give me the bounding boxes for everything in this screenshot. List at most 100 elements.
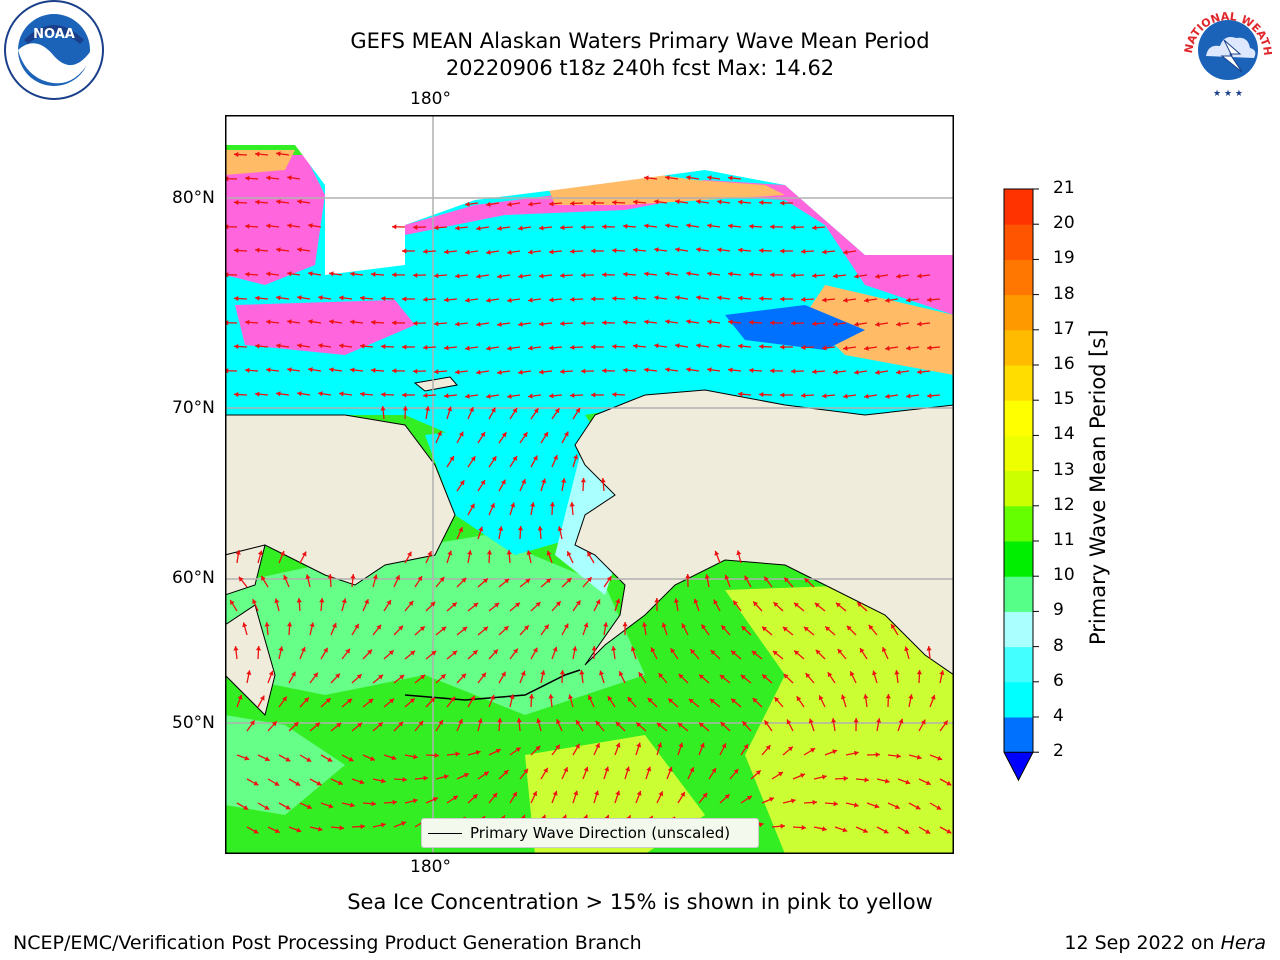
- wave-direction-arrowhead: [563, 767, 569, 773]
- wave-direction-arrowhead: [805, 673, 811, 679]
- wave-direction-arrowhead: [259, 695, 265, 701]
- wave-direction-arrowhead: [497, 225, 502, 231]
- wave-direction-arrowhead: [784, 577, 789, 583]
- wave-direction-arrows: [223, 151, 952, 835]
- wave-direction-arrowhead: [665, 175, 670, 181]
- wave-direction-arrowhead: [654, 295, 659, 301]
- map-legend: Primary Wave Direction (unscaled): [421, 818, 759, 848]
- wave-direction-arrowhead: [528, 393, 533, 399]
- wave-direction-arrowhead: [235, 550, 241, 555]
- wave-direction-arrowhead: [285, 804, 291, 810]
- wave-direction-arrowhead: [455, 225, 460, 231]
- wave-direction-arrowhead: [297, 295, 302, 301]
- wave-direction-arrowhead: [563, 431, 569, 437]
- wave-direction-arrowhead: [490, 503, 495, 509]
- wave-direction-arrowhead: [753, 601, 759, 607]
- wave-direction-arrowhead: [350, 574, 356, 579]
- wave-direction-arrowhead: [863, 694, 869, 699]
- wave-direction-arrowhead: [444, 345, 449, 351]
- wave-direction-arrowhead: [486, 550, 493, 555]
- colorbar-tick-label: 13: [1053, 459, 1075, 480]
- wave-direction-arrowhead: [787, 746, 793, 752]
- wave-direction-arrowhead: [665, 271, 670, 277]
- wave-direction-arrowhead: [650, 647, 656, 653]
- wave-direction-arrowhead: [570, 344, 575, 350]
- wave-direction-arrowhead: [853, 718, 859, 723]
- wave-direction-arrowhead: [791, 320, 796, 326]
- wave-direction-arrowhead: [476, 225, 481, 231]
- wave-direction-arrowhead: [602, 320, 607, 326]
- wave-direction-arrowhead: [623, 319, 628, 325]
- wave-direction-arrowhead: [503, 770, 509, 775]
- wave-direction-arrowhead: [413, 272, 418, 278]
- wave-direction-arrowhead: [710, 650, 716, 655]
- wave-direction-arrowhead: [441, 626, 447, 632]
- wave-direction-arrowhead: [459, 480, 465, 486]
- wave-direction-arrowhead: [751, 650, 757, 656]
- wave-direction-arrowhead: [896, 321, 901, 327]
- wave-direction-arrowhead: [673, 598, 679, 603]
- wave-direction-arrowhead: [885, 694, 891, 699]
- wave-direction-arrowhead: [920, 719, 926, 725]
- wave-direction-arrowhead: [833, 801, 838, 807]
- wave-direction-arrowhead: [539, 225, 544, 231]
- wave-direction-arrowhead: [696, 343, 701, 349]
- wave-direction-arrowhead: [927, 393, 932, 399]
- colorbar-tick-label: 15: [1053, 389, 1075, 410]
- wave-direction-arrowhead: [821, 774, 827, 780]
- wave-direction-arrowhead: [315, 722, 320, 728]
- wave-direction-arrowhead: [937, 755, 943, 761]
- wave-direction-arrowhead: [665, 223, 670, 229]
- footer-right: 12 Sep 2022 on Hera: [1064, 932, 1266, 954]
- colorbar-canvas: [1003, 188, 1039, 782]
- wave-direction-arrowhead: [591, 248, 596, 254]
- wave-direction-arrowhead: [835, 602, 841, 608]
- colorbar-tick-label: 19: [1053, 248, 1075, 269]
- wave-direction-arrowhead: [430, 601, 436, 607]
- wave-direction-arrowhead: [276, 343, 281, 349]
- wave-direction-arrowhead: [678, 742, 684, 748]
- wave-direction-arrowhead: [234, 199, 239, 206]
- wave-direction-arrowhead: [793, 602, 799, 608]
- wave-direction-arrowhead: [728, 223, 733, 229]
- wave-direction-arrowhead: [780, 392, 785, 398]
- wave-direction-arrowhead: [432, 797, 438, 802]
- wave-direction-arrowhead: [606, 576, 612, 582]
- wave-direction-arrowhead: [864, 297, 869, 303]
- wave-direction-arrowhead: [833, 321, 838, 327]
- colorbar-tick-label: 8: [1053, 635, 1064, 656]
- wave-direction-arrowhead: [843, 249, 848, 255]
- wave-direction-arrowhead: [812, 225, 817, 231]
- wave-direction-arrowhead: [462, 626, 468, 632]
- wave-direction-arrowhead: [854, 750, 859, 756]
- wave-direction-arrowhead: [764, 720, 770, 726]
- wave-direction-arrowhead: [297, 199, 302, 205]
- wave-direction-arrowhead: [680, 791, 685, 797]
- wave-direction-arrowhead: [554, 408, 560, 414]
- wave-direction-arrowhead: [770, 368, 775, 374]
- wave-direction-arrowhead: [800, 773, 806, 779]
- wave-direction-arrowhead: [380, 822, 386, 828]
- wave-direction-arrowhead: [917, 321, 922, 327]
- wave-direction-arrowhead: [733, 600, 738, 606]
- wave-direction-arrowhead: [438, 719, 443, 725]
- wave-direction-arrowhead: [465, 393, 470, 399]
- wave-direction-arrowhead: [755, 770, 761, 776]
- colorbar-segment: [1004, 681, 1033, 718]
- wave-direction-arrowhead: [507, 393, 512, 399]
- wave-direction-arrowhead: [854, 321, 859, 327]
- wave-direction-arrowhead: [234, 343, 239, 350]
- wave-direction-arrowhead: [329, 271, 334, 277]
- wave-direction-arrowhead: [399, 674, 405, 680]
- wave-direction-arrowhead: [896, 753, 901, 759]
- wave-direction-arrowhead: [476, 273, 481, 279]
- wave-direction-arrowhead: [667, 766, 673, 772]
- colorbar-segment: [1004, 365, 1033, 401]
- wave-direction-arrowhead: [546, 550, 552, 556]
- wave-direction-arrowhead: [707, 367, 712, 373]
- wave-direction-arrowhead: [644, 223, 649, 229]
- wave-direction-arrowhead: [402, 296, 407, 302]
- wave-direction-arrowhead: [790, 798, 796, 804]
- wave-direction-arrowhead: [579, 670, 585, 675]
- wave-direction-arrowhead: [536, 718, 542, 724]
